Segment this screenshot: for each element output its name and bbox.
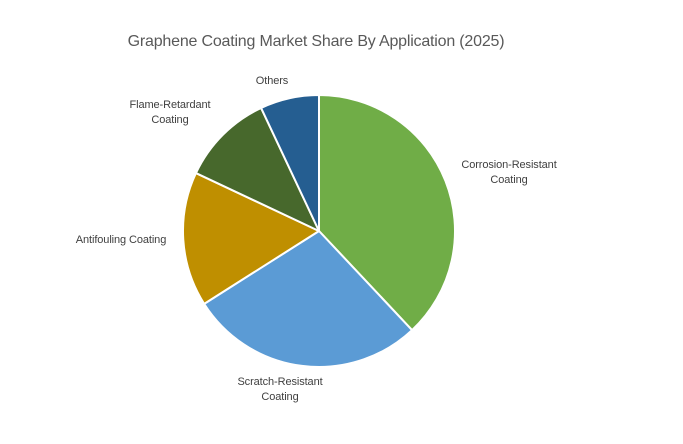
pie-slice-0 (318, 94, 456, 332)
slice-label-line: Scratch-Resistant (237, 376, 323, 388)
slice-label-corrosion-resistant-coating: Corrosion-Resistant Coating (461, 158, 556, 188)
slice-label-line: Coating (151, 114, 189, 126)
slice-label-line: Antifouling Coating (75, 234, 167, 246)
pie-slice-3 (194, 106, 320, 232)
slice-label-line: Others (255, 75, 289, 87)
chart-title: Graphene Coating Market Share By Applica… (127, 33, 505, 50)
slice-label-line: Corrosion-Resistant (461, 159, 557, 171)
slice-label-line: Coating (261, 391, 299, 403)
slice-label-flame-retardant-coating: Flame-Retardant Coating (129, 98, 210, 128)
slice-label-antifouling-coating: Antifouling Coating (75, 233, 167, 248)
slice-label-line: Coating (490, 174, 528, 186)
slice-label-scratch-resistant-coating: Scratch-Resistant Coating (237, 375, 322, 405)
pie-slice-4 (260, 94, 320, 232)
pie-slice-2 (182, 172, 320, 305)
pie-slice-1 (203, 230, 414, 368)
slice-label-line: Flame-Retardant (129, 99, 211, 111)
slice-label-others: Others (255, 74, 289, 89)
